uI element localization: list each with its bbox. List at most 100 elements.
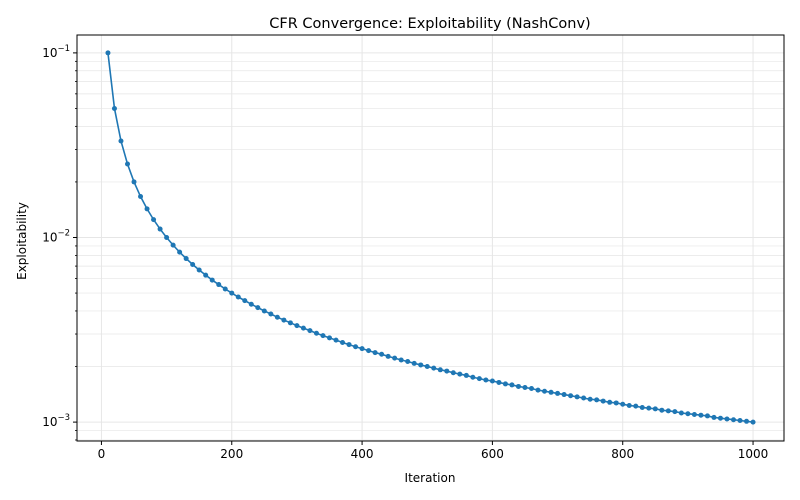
data-point bbox=[444, 368, 450, 374]
data-point bbox=[353, 344, 359, 350]
data-point bbox=[327, 335, 332, 341]
data-point bbox=[177, 249, 183, 255]
data-point bbox=[581, 395, 587, 401]
data-point bbox=[470, 374, 476, 380]
y-axis-ticks: 10−1 10−2 10−3 bbox=[42, 44, 77, 441]
data-point bbox=[424, 364, 430, 370]
data-point bbox=[255, 305, 261, 311]
data-point bbox=[744, 418, 750, 424]
data-point bbox=[522, 384, 528, 390]
x-tick-label: 0 bbox=[98, 447, 106, 461]
y-tick-label: 10−3 bbox=[42, 413, 70, 429]
data-point bbox=[170, 242, 176, 248]
data-point bbox=[183, 256, 189, 262]
data-point bbox=[529, 386, 534, 392]
data-point bbox=[698, 412, 704, 418]
data-point bbox=[151, 217, 157, 223]
chart-title: CFR Convergence: Exploitability (NashCon… bbox=[269, 16, 590, 32]
data-point bbox=[561, 392, 567, 398]
data-point bbox=[620, 401, 626, 407]
data-point bbox=[196, 267, 202, 273]
data-point bbox=[607, 399, 613, 405]
data-point bbox=[294, 323, 300, 329]
data-point bbox=[261, 308, 267, 314]
data-point bbox=[463, 372, 469, 378]
data-point bbox=[190, 262, 196, 268]
data-point bbox=[574, 394, 580, 400]
x-tick-label: 1000 bbox=[738, 447, 769, 461]
data-point bbox=[222, 286, 228, 292]
data-point bbox=[307, 328, 313, 334]
data-point bbox=[489, 378, 495, 384]
data-point bbox=[724, 416, 730, 422]
data-point bbox=[704, 413, 710, 419]
data-point bbox=[235, 294, 241, 300]
data-point bbox=[496, 379, 502, 385]
grid-lines bbox=[77, 35, 784, 441]
data-point bbox=[659, 407, 665, 413]
data-point bbox=[600, 398, 606, 404]
x-tick-label: 400 bbox=[351, 447, 374, 461]
y-tick-label: 10−1 bbox=[42, 44, 70, 60]
data-point bbox=[405, 358, 411, 364]
data-point bbox=[157, 226, 163, 232]
y-tick-label: 10−2 bbox=[42, 228, 70, 244]
data-point bbox=[731, 417, 736, 423]
data-point bbox=[594, 397, 600, 403]
data-point bbox=[626, 403, 632, 409]
data-point bbox=[392, 355, 398, 361]
data-point bbox=[542, 388, 548, 394]
data-point bbox=[587, 396, 593, 402]
data-point bbox=[737, 418, 743, 424]
data-point bbox=[750, 419, 756, 425]
data-point bbox=[685, 411, 691, 417]
data-point bbox=[717, 415, 723, 421]
data-point bbox=[450, 370, 456, 376]
data-point bbox=[340, 339, 346, 345]
data-point bbox=[665, 408, 671, 414]
x-tick-label: 200 bbox=[220, 447, 243, 461]
data-point bbox=[105, 50, 111, 56]
data-point bbox=[209, 277, 215, 283]
data-point bbox=[711, 414, 717, 420]
data-point bbox=[268, 311, 274, 317]
data-point bbox=[320, 333, 326, 339]
data-point bbox=[613, 400, 619, 406]
data-point bbox=[515, 383, 521, 389]
series-layer bbox=[105, 50, 756, 425]
data-point bbox=[248, 301, 254, 307]
data-point bbox=[333, 337, 339, 343]
data-point bbox=[431, 365, 437, 371]
data-point bbox=[476, 376, 482, 382]
data-point bbox=[502, 381, 508, 387]
data-point bbox=[568, 393, 574, 399]
data-point bbox=[548, 389, 554, 395]
data-point bbox=[457, 371, 463, 377]
data-point bbox=[287, 320, 293, 326]
data-point bbox=[125, 161, 130, 167]
data-point bbox=[313, 330, 319, 336]
data-point bbox=[652, 406, 658, 412]
data-point bbox=[555, 390, 561, 396]
data-point bbox=[483, 377, 489, 383]
data-point bbox=[281, 317, 287, 323]
plot-frame bbox=[76, 34, 785, 442]
exploitability-series-line bbox=[107, 52, 754, 423]
data-point bbox=[346, 342, 352, 348]
data-point bbox=[398, 357, 404, 363]
data-point bbox=[411, 360, 417, 366]
y-axis-label: Exploitability bbox=[15, 202, 29, 280]
data-point bbox=[509, 382, 515, 388]
data-point bbox=[646, 405, 652, 411]
data-point bbox=[164, 234, 170, 240]
data-point bbox=[379, 351, 385, 357]
data-point bbox=[678, 410, 684, 416]
data-point bbox=[359, 346, 365, 352]
data-point bbox=[131, 179, 137, 185]
data-point bbox=[118, 138, 124, 144]
data-point bbox=[535, 387, 541, 393]
data-point bbox=[639, 404, 645, 410]
data-point bbox=[300, 325, 306, 331]
